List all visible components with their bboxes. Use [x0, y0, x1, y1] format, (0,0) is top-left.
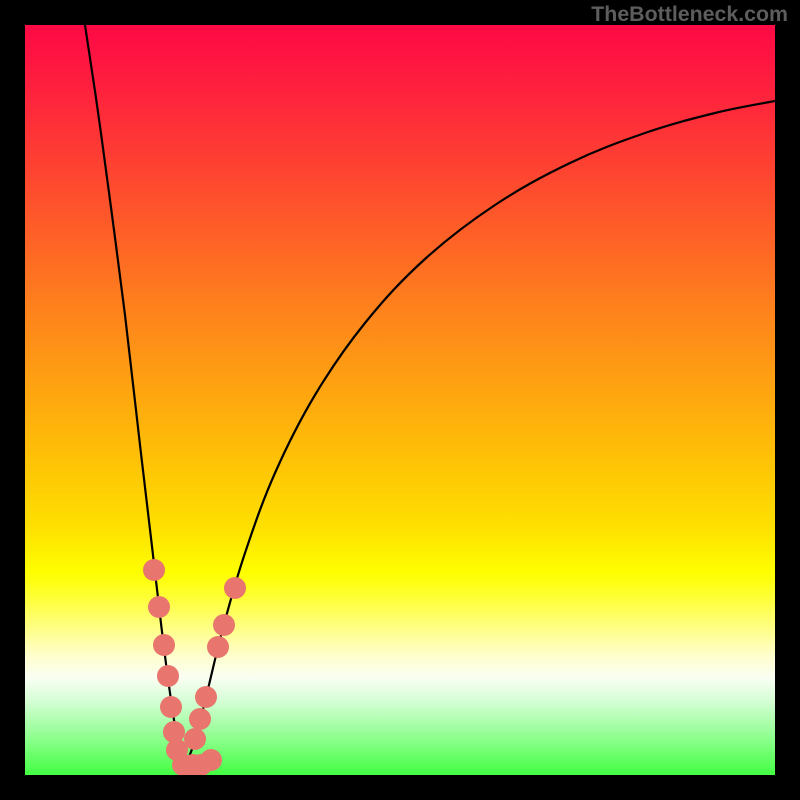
- data-marker: [189, 708, 211, 730]
- data-marker: [213, 614, 235, 636]
- bottleneck-chart: [25, 25, 775, 775]
- data-marker: [160, 696, 182, 718]
- gradient-background: [25, 25, 775, 775]
- data-marker: [143, 559, 165, 581]
- watermark-text: TheBottleneck.com: [591, 2, 788, 27]
- data-marker: [195, 686, 217, 708]
- data-marker: [184, 728, 206, 750]
- chart-frame: TheBottleneck.com: [0, 0, 800, 800]
- data-marker: [148, 596, 170, 618]
- data-marker: [200, 749, 222, 771]
- data-marker: [224, 577, 246, 599]
- data-marker: [207, 636, 229, 658]
- plot-area: [25, 25, 775, 775]
- data-marker: [153, 634, 175, 656]
- data-marker: [157, 665, 179, 687]
